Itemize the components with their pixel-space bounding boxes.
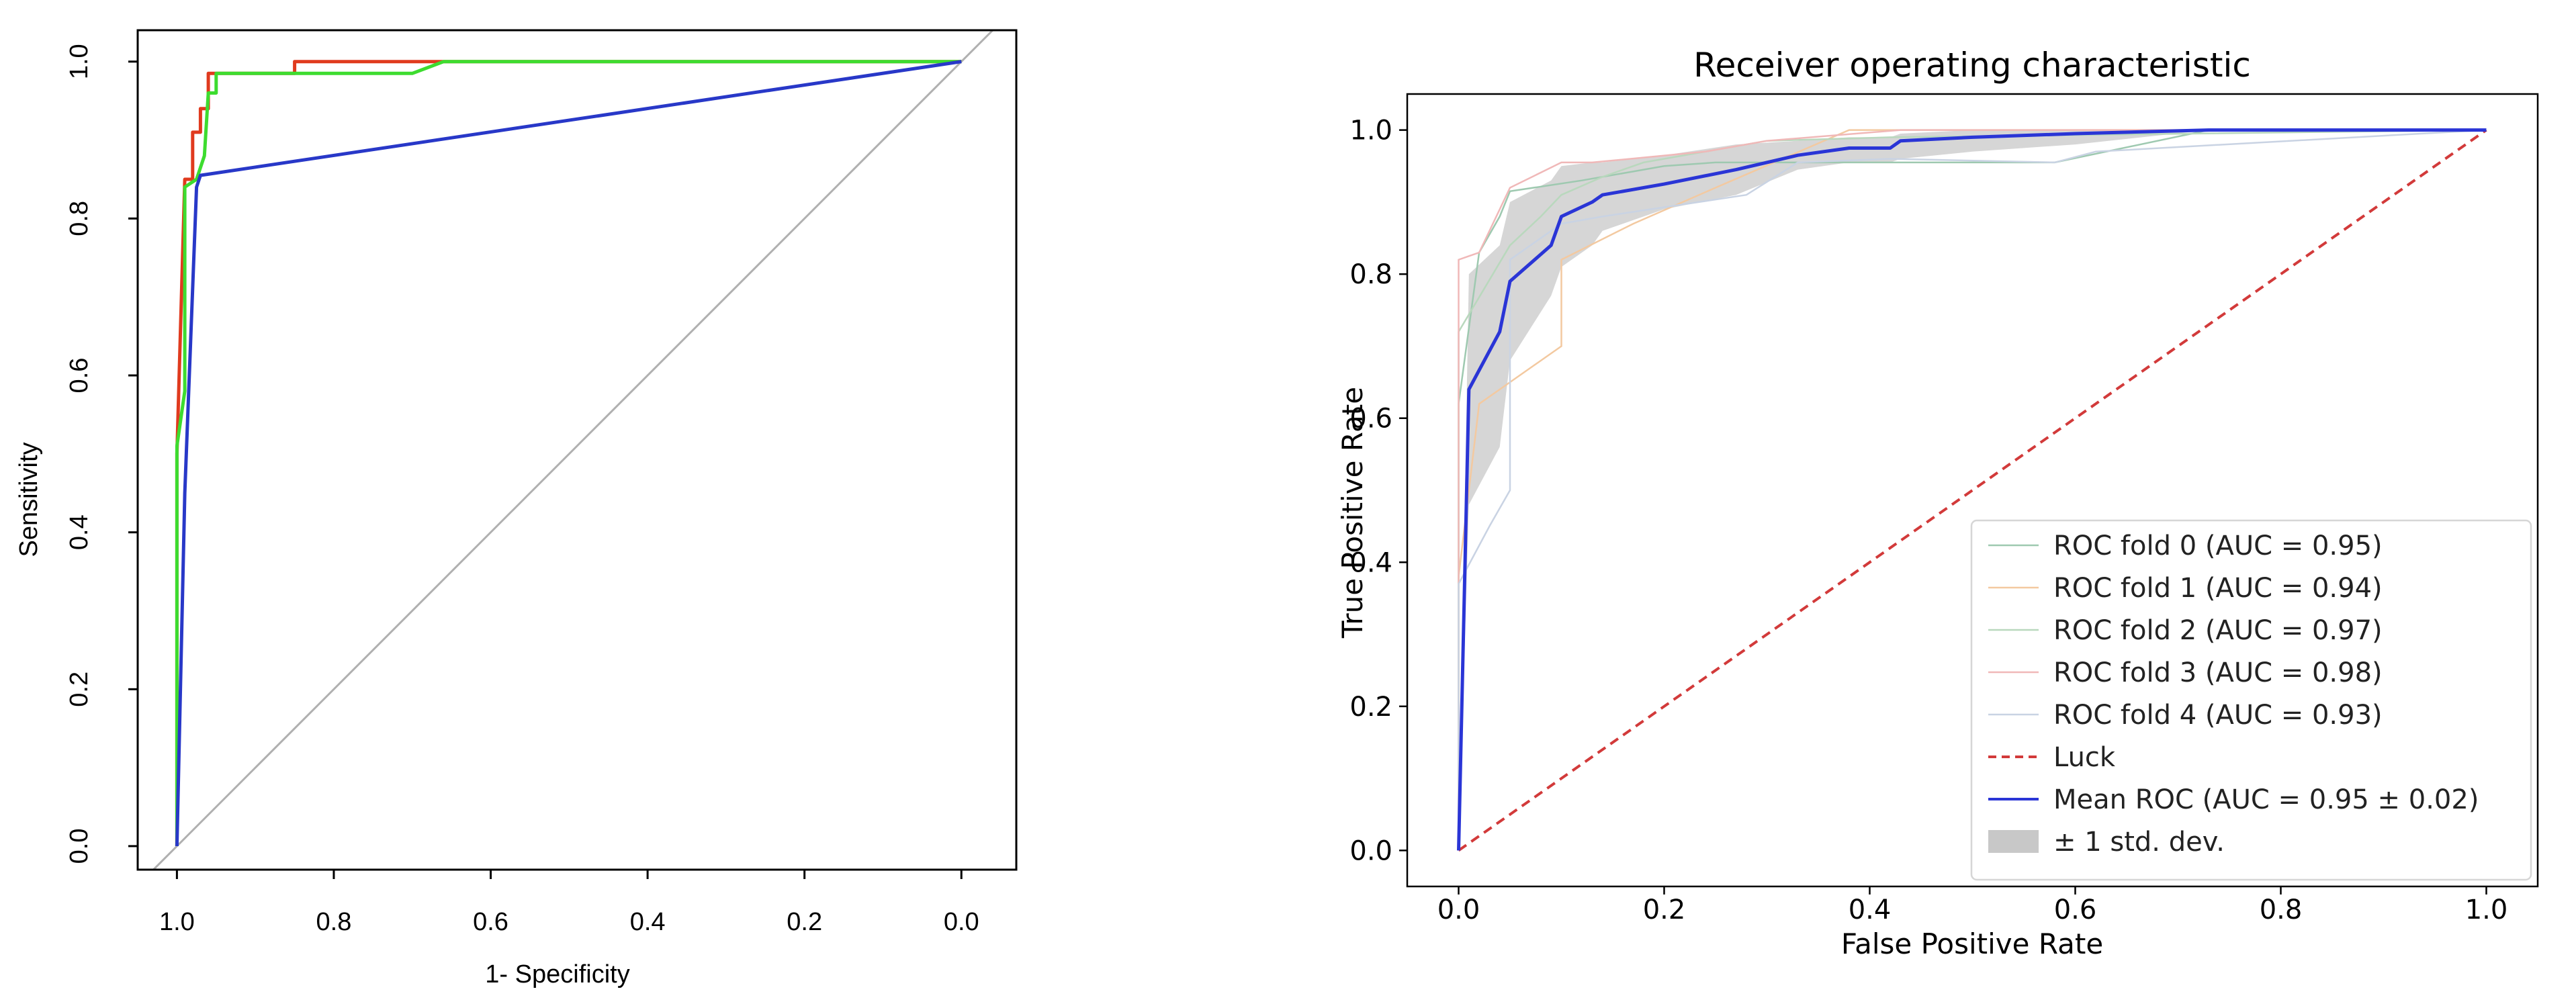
left-y-tick-label: 1.0 [65,44,93,79]
left-reference-diagonal [152,30,994,870]
left-x-tick-label: 1.0 [159,908,195,936]
right-x-tick-label: 0.2 [1643,895,1686,925]
legend-band-swatch [1988,830,2039,853]
left-xlabel: 1- Specificity [485,960,629,989]
right-std-band [1458,130,2487,851]
right-fold-line-4 [1458,129,2487,851]
right-luck-line [1458,128,2487,852]
left-x-tick-label: 0.0 [944,908,979,936]
right-x-tick-label: 1.0 [2465,895,2508,925]
right-y-tick-label: 1.0 [1349,116,1392,146]
right-fold-line-3 [1458,129,2487,851]
left-y-tick-label: 0.2 [65,672,93,707]
left-series-green [175,60,962,846]
legend-luck-label: Luck [2053,742,2116,773]
right-x-tick-label: 0.4 [1849,895,1892,925]
left-x-tick-label: 0.4 [630,908,666,936]
legend-fold-3-label: ROC fold 3 (AUC = 0.98) [2053,657,2383,688]
legend-mean-label: Mean ROC (AUC = 0.95 ± 0.02) [2053,784,2479,815]
right-plot-frame [1406,93,2539,888]
right-y-tick-label: 0.2 [1349,692,1392,723]
left-y-tick-label: 0.6 [65,358,93,394]
legend-fold-4-label: ROC fold 4 (AUC = 0.93) [2053,700,2383,731]
left-ylabel: Sensitivity [15,442,43,557]
left-y-tick-label: 0.0 [65,829,93,864]
right-x-tick-label: 0.0 [1437,895,1480,925]
legend-fold-2-label: ROC fold 2 (AUC = 0.97) [2053,615,2383,646]
right-xlabel: False Positive Rate [1841,927,2103,960]
left-x-tick-label: 0.2 [787,908,822,936]
right-x-tick-label: 0.8 [2260,895,2303,925]
right-y-tick-label: 0.6 [1349,404,1392,434]
right-title: Receiver operating characteristic [1693,46,2251,85]
left-x-tick-label: 0.8 [316,908,352,936]
legend-band-label: ± 1 std. dev. [2053,827,2225,858]
right-y-tick-label: 0.4 [1349,547,1392,578]
right-legend: ROC fold 0 (AUC = 0.95) ROC fold 1 (AUC =… [1970,519,2532,881]
left-plot-frame [136,29,1018,871]
receiver-operating-characteristic-chart: Receiver operating characteristic True P… [1336,46,2539,960]
left-y-tick-label: 0.8 [65,201,93,236]
legend-fold-0-label: ROC fold 0 (AUC = 0.95) [2053,531,2383,561]
legend-fold-1-label: ROC fold 1 (AUC = 0.94) [2053,573,2383,604]
sensitivity-specificity-roc-chart: Sensitivity 1- Specificity 1.0 0.8 0.6 0.4 0… [15,29,1018,989]
right-legend-frame [1970,519,2532,881]
right-mean-roc-line [1457,128,2487,851]
right-y-tick-label: 0.0 [1349,835,1392,866]
right-fold-line-2 [1458,129,2487,851]
right-ylabel: True Positive Rate [1336,387,1369,639]
left-series-blue [175,60,962,847]
right-x-tick-label: 0.6 [2054,895,2097,925]
left-x-tick-label: 0.6 [473,908,508,936]
right-y-tick-label: 0.8 [1349,259,1392,290]
left-y-tick-label: 0.4 [65,514,93,550]
right-fold-line-0 [1458,129,2487,851]
